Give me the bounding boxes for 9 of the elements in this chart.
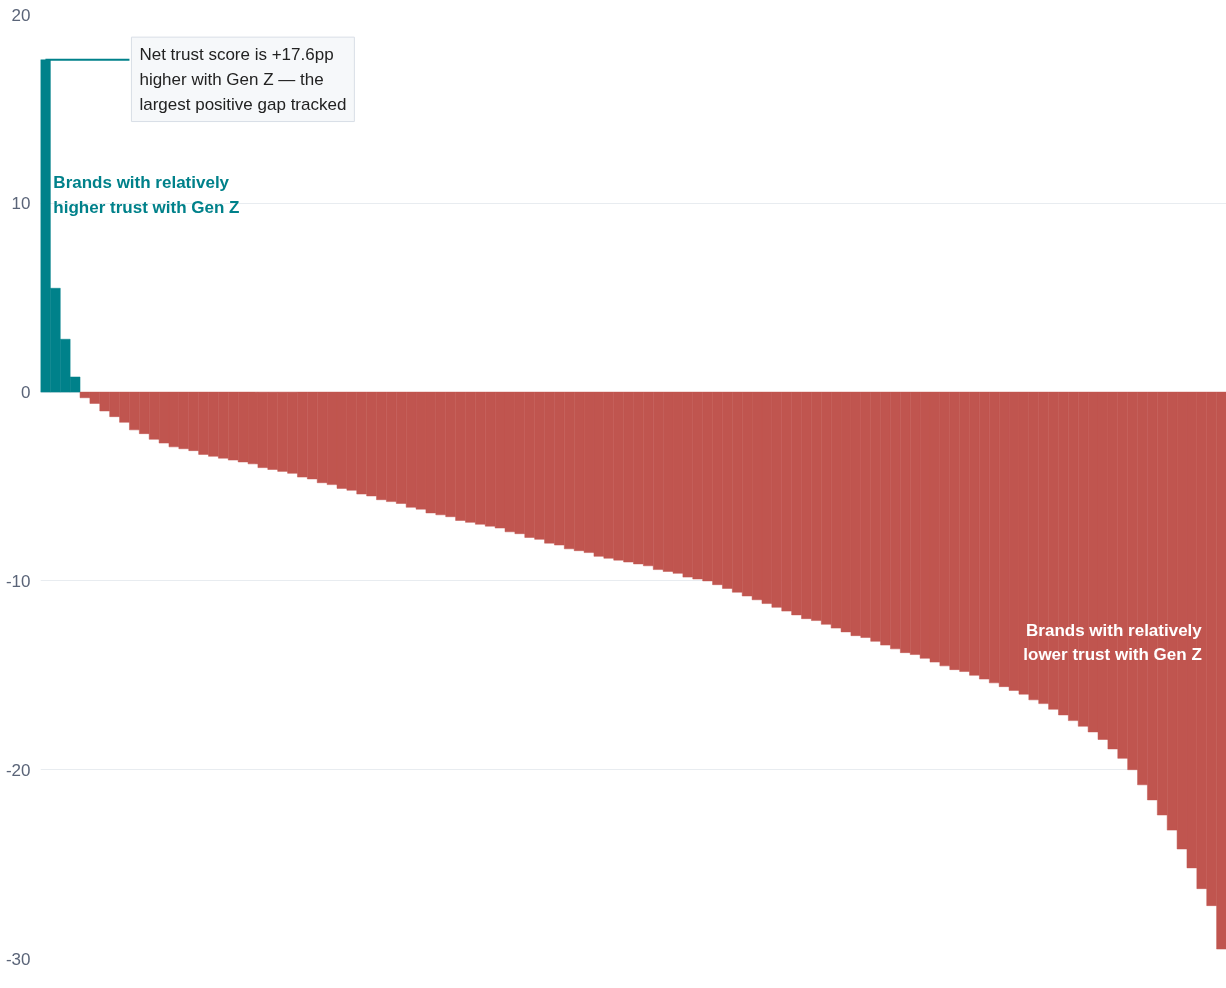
annotation: Net trust score is +17.6pp higher with Gen Z — the largest positive gap tracked [139, 45, 347, 114]
y-tick-label: 10 [11, 194, 31, 214]
y-tick-label: -20 [5, 760, 31, 780]
y-tick-label: 20 [11, 5, 31, 25]
annotation: Brands with relatively lower trust with Gen Z [1023, 620, 1203, 665]
y-tick-label: -10 [5, 571, 31, 591]
y-tick-label: -30 [5, 949, 31, 969]
annotation: Brands with relatively higher trust with Gen Z [53, 173, 240, 217]
y-tick-label: 0 [21, 383, 31, 403]
